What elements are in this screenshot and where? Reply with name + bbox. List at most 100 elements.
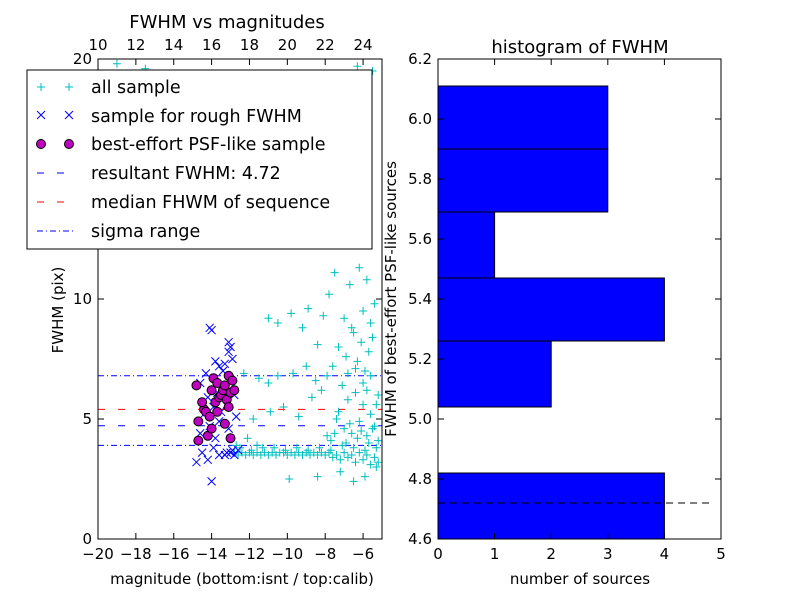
all-sample-point [360,367,369,375]
all-sample-point [355,448,364,457]
all-sample-point [285,475,294,483]
psf-sample-point [193,435,204,446]
all-sample-point [359,379,368,387]
right-y-tick-label: 6.0 [408,110,432,128]
all-sample-point [258,443,267,452]
all-sample-point [342,352,351,361]
all-sample-point [330,429,339,438]
right-x-tick-label: 5 [716,545,726,563]
right-x-tick-label: 3 [603,545,613,563]
all-sample-point [345,419,354,428]
right-y-tick-label: 4.6 [408,530,432,548]
all-sample-point [338,381,347,390]
legend-label-sigma: sigma range [91,222,200,242]
all-sample-point [289,369,298,378]
rough-sample-point [220,450,230,460]
all-sample-point [311,376,320,385]
right-plot-title: histogram of FWHM [491,37,668,58]
legend-x-marker-2 [64,110,74,120]
right-y-tick-label: 5.6 [408,230,432,248]
all-sample-point [334,407,343,416]
left-top-tick-label: 22 [316,36,335,54]
rough-sample-point [207,325,216,335]
all-sample-point [315,443,324,452]
all-sample-point [372,400,381,409]
all-sample-point [287,309,296,318]
all-sample-point [355,263,364,272]
all-sample-point [336,467,345,476]
all-sample-point [292,443,301,452]
right-y-tick-label: 4.8 [408,470,432,488]
all-sample-point [349,443,358,452]
all-sample-point [253,441,262,450]
right-y-tick-label: 5.2 [408,350,432,368]
all-sample-point [366,371,375,380]
legend: all sample sample for rough FWHM best-ef… [26,69,373,250]
all-sample-point [347,323,356,332]
all-sample-point [254,374,263,383]
left-plot-title: FWHM vs magnitudes [129,12,324,33]
left-x-tick-label: −6 [352,545,374,563]
rough-sample-point [209,443,218,453]
all-sample-point [366,319,375,327]
legend-label-median: median FHWM of sequence [91,193,330,213]
right-y-tick-label: 5.8 [408,170,432,188]
left-y-axis-label: FWHM (pix) [49,267,67,354]
all-sample-point [345,280,354,289]
all-sample-point [347,429,356,438]
right-y-tick-label: 5.0 [408,410,432,428]
all-sample-point [298,323,307,332]
all-sample-point [355,417,364,426]
all-sample-point [340,314,349,323]
left-top-tick-label: 10 [88,36,107,54]
all-sample-point [349,477,358,486]
histogram-bar [437,340,552,408]
left-x-tick-label: −10 [272,545,304,563]
psf-sample-point [204,411,215,422]
left-top-tick-label: 20 [278,36,297,54]
all-sample-point [343,395,352,404]
all-sample-point [353,62,362,71]
psf-sample-point [193,416,204,427]
all-sample-point [366,410,375,419]
all-sample-point [112,59,121,68]
all-sample-point [247,446,256,455]
rough-sample-point [229,450,239,460]
all-sample-point [366,460,375,469]
psf-sample-point [191,380,202,391]
all-sample-point [351,364,360,373]
psf-sample-point [197,397,208,408]
rough-sample-point [203,455,213,465]
right-y-axis-label: FWHM of best-effort PSF-like sources [382,161,400,437]
all-sample-point [368,424,377,433]
left-x-axis-label: magnitude (bottom:isnt / top:calib) [110,570,374,588]
histogram-bar [437,472,665,540]
all-sample-point [270,443,279,452]
rough-sample-point [224,347,233,357]
all-sample-point [351,458,360,467]
psf-sample-point [223,402,234,412]
left-top-tick-label: 24 [354,36,373,54]
rough-sample-point [207,477,216,486]
histogram-bar [437,148,609,213]
all-sample-point [374,436,383,445]
legend-entry-all-sample: all sample [37,78,181,98]
all-sample-point [319,311,328,320]
all-sample-point [370,299,379,308]
all-sample-point [307,393,316,402]
all-sample-point [362,386,371,395]
all-sample-point [304,304,313,313]
psf-sample-point [206,423,217,434]
left-top-tick-label: 12 [126,36,145,54]
all-sample-point [340,424,349,433]
all-sample-point [362,275,371,284]
rough-sample-point [228,445,237,455]
all-sample-point [360,446,369,455]
all-sample-point [353,357,362,366]
all-sample-point [359,307,368,315]
all-sample-point [334,343,343,351]
histogram-bar [437,85,609,150]
legend-label-psf-sample: best-effort PSF-like sample [91,135,326,155]
all-sample-point [326,446,335,455]
